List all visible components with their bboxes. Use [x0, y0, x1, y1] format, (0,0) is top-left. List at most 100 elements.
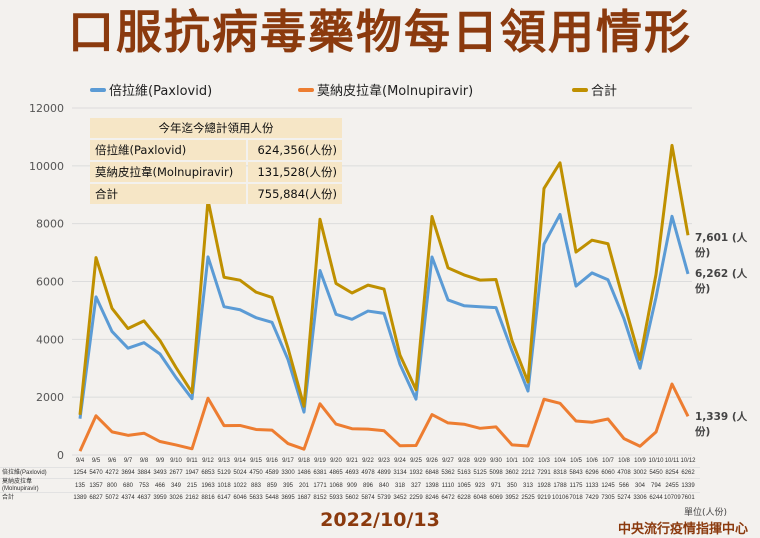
legend-paxlovid: 倍拉維(Paxlovid): [90, 80, 212, 99]
table-cell: 1771: [313, 483, 327, 489]
table-cell: 5843: [569, 470, 583, 476]
legend-swatch: [90, 87, 106, 92]
table-cell: 1022: [233, 483, 247, 489]
table-cell: 7429: [585, 495, 599, 501]
legend-total: 合計: [572, 80, 617, 99]
table-row-label: 莫納皮拉韋(Molnupiravir): [2, 479, 39, 492]
table-cell: 6853: [201, 470, 215, 476]
table-cell: 9/17: [282, 458, 294, 464]
table-cell: 6827: [89, 495, 103, 501]
table-header-row: 9/4 9/5 9/6 9/7 9/8 9/9 9/10 9/11 9/12 9/13 9/14 9/…: [0, 456, 700, 467]
table-cell: 1963: [201, 483, 215, 489]
table-cell: 8152: [313, 495, 327, 501]
table-cell: 201: [298, 483, 309, 489]
table-cell: 10/8: [618, 458, 630, 464]
table-cell: 9/22: [362, 458, 374, 464]
table-cell: 9/19: [314, 458, 326, 464]
summary-table: 今年迄今總計領用人份 倍拉維(Paxlovid) 624,356(人份) 莫納皮拉…: [88, 116, 344, 206]
table-cell: 794: [650, 483, 661, 489]
table-cell: 9/6: [107, 458, 117, 464]
legend-swatch: [298, 87, 314, 92]
series-line-molnupiravir: [78, 382, 690, 452]
table-cell: 859: [266, 483, 277, 489]
table-cell: 1339: [681, 483, 695, 489]
legend-swatch: [572, 87, 588, 92]
table-cell: 1687: [297, 495, 311, 501]
table-row: 倍拉維(Paxlovid) 1254 5470 4272 3694 3884 3493 267…: [0, 467, 700, 479]
table-cell: 9/24: [394, 458, 406, 464]
table-cell: 9/29: [474, 458, 486, 464]
table-cell: 4693: [345, 470, 359, 476]
table-cell: 9/4: [75, 458, 85, 464]
table-cell: 10106: [552, 495, 569, 501]
table-cell: 9/11: [186, 458, 198, 464]
table-cell: 4374: [121, 495, 135, 501]
table-cell: 8318: [553, 470, 567, 476]
table-cell: 9/7: [123, 458, 133, 464]
table-cell: 4899: [377, 470, 391, 476]
table-cell: 9/9: [155, 458, 165, 464]
table-cell: 566: [618, 483, 629, 489]
y-tick-label: 2000: [36, 391, 64, 404]
table-cell: 1357: [89, 483, 103, 489]
table-cell: 8254: [665, 470, 679, 476]
table-cell: 9/26: [426, 458, 438, 464]
table-cell: 6048: [473, 495, 487, 501]
table-cell: 5450: [649, 470, 663, 476]
table-row-label: 合計: [2, 495, 15, 501]
table-cell: 680: [122, 483, 133, 489]
table-cell: 9/28: [458, 458, 470, 464]
table-cell: 6046: [233, 495, 247, 501]
series-line-paxlovid: [78, 212, 690, 419]
table-cell: 3134: [393, 470, 407, 476]
table-cell: 5163: [457, 470, 471, 476]
table-cell: 2162: [185, 495, 199, 501]
table-cell: 896: [362, 483, 373, 489]
table-cell: 6296: [585, 470, 599, 476]
table-cell: 5739: [377, 495, 391, 501]
table-cell: 4637: [137, 495, 151, 501]
y-tick-label: 4000: [36, 333, 64, 346]
table-cell: 5098: [489, 470, 503, 476]
table-cell: 9219: [537, 495, 551, 501]
table-cell: 9/16: [266, 458, 278, 464]
table-cell: 1018: [217, 483, 231, 489]
table-cell: 883: [250, 483, 261, 489]
summary-label: 倍拉維(Paxlovid): [90, 140, 246, 160]
table-cell: 2677: [169, 470, 183, 476]
table-cell: 800: [106, 483, 117, 489]
chart-title: 口服抗病毒藥物每日領用情形: [68, 5, 692, 59]
table-cell: 9/20: [330, 458, 342, 464]
report-date: 2022/10/13: [320, 509, 440, 531]
table-cell: 5633: [249, 495, 263, 501]
table-cell: 3493: [153, 470, 167, 476]
legend-label: 倍拉維(Paxlovid): [109, 84, 213, 99]
table-cell: 5933: [329, 495, 343, 501]
table-cell: 7305: [601, 495, 615, 501]
table-cell: 1175: [569, 483, 583, 489]
table-cell: 215: [186, 483, 197, 489]
summary-value: 624,356(人份): [247, 140, 342, 160]
summary-value: 131,528(人份): [247, 162, 342, 182]
summary-value: 755,884(人份): [247, 184, 342, 204]
table-cell: 318: [394, 483, 405, 489]
table-cell: 327: [410, 483, 421, 489]
table-cell: 1389: [73, 495, 87, 501]
legend-label: 合計: [591, 84, 618, 99]
table-cell: 6060: [601, 470, 615, 476]
table-cell: 909: [346, 483, 357, 489]
table-cell: 10/11: [664, 458, 680, 464]
end-label-total: 7,601 (人份): [695, 232, 748, 259]
table-cell: 9/10: [170, 458, 182, 464]
table-cell: 350: [506, 483, 517, 489]
table-cell: 3002: [633, 470, 647, 476]
table-cell: 3694: [121, 470, 135, 476]
table-cell: 971: [490, 483, 501, 489]
table-cell: 6472: [441, 495, 455, 501]
table-cell: 8246: [425, 495, 439, 501]
table-cell: 9/25: [410, 458, 422, 464]
table-cell: 349: [170, 483, 181, 489]
table-cell: 3306: [633, 495, 647, 501]
table-cell: 1245: [601, 483, 615, 489]
table-cell: 6069: [489, 495, 503, 501]
